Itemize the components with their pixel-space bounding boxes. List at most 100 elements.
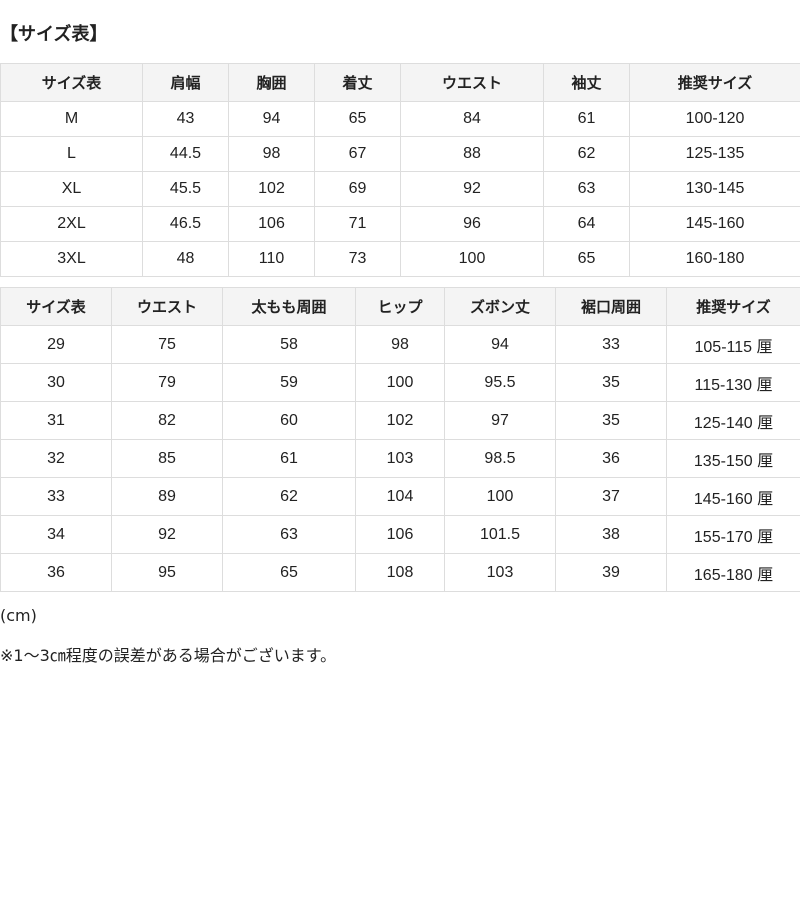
table-cell: 97 [444, 401, 556, 440]
table-row: 2XL 46.5 106 71 96 64 145-160 [0, 206, 800, 242]
table-cell: 39 [555, 553, 667, 592]
table-cell: L [0, 136, 143, 172]
table-cell: 98.5 [444, 439, 556, 478]
table-cell: 33 [0, 477, 112, 516]
unit-label: (cm) [0, 606, 37, 625]
table-cell: 104 [355, 477, 445, 516]
column-header: ズボン丈 [444, 287, 556, 326]
table-cell: 102 [228, 171, 315, 207]
table-cell: 95 [111, 553, 223, 592]
table-row: 3XL 48 110 73 100 65 160-180 [0, 241, 800, 277]
table-cell: 98 [355, 325, 445, 364]
table-cell: 61 [222, 439, 356, 478]
table-cell: 71 [314, 206, 401, 242]
table-cell: 59 [222, 363, 356, 402]
table-cell: 44.5 [142, 136, 229, 172]
table-cell: 34 [0, 515, 112, 554]
column-header: 裾口周囲 [555, 287, 667, 326]
table-cell: 89 [111, 477, 223, 516]
table-row: M 43 94 65 84 61 100-120 [0, 101, 800, 137]
table-row: 31 82 60 102 97 35 125-140 厘 [0, 401, 800, 440]
column-header: 太もも周囲 [222, 287, 356, 326]
table-cell: 67 [314, 136, 401, 172]
table-cell: 3XL [0, 241, 143, 277]
table-cell: 30 [0, 363, 112, 402]
table-cell: 135-150 厘 [666, 439, 800, 478]
table-cell: 88 [400, 136, 544, 172]
table-cell: 65 [543, 241, 630, 277]
table-cell: 106 [228, 206, 315, 242]
table-cell: 35 [555, 401, 667, 440]
table-cell: 115-130 厘 [666, 363, 800, 402]
table-cell: 106 [355, 515, 445, 554]
table-cell: 79 [111, 363, 223, 402]
table-cell: 65 [222, 553, 356, 592]
table-cell: 32 [0, 439, 112, 478]
column-header: ウエスト [400, 63, 544, 102]
table-cell: 37 [555, 477, 667, 516]
table-cell: 46.5 [142, 206, 229, 242]
table-cell: 155-170 厘 [666, 515, 800, 554]
table-cell: 100 [444, 477, 556, 516]
table-cell: 92 [111, 515, 223, 554]
table-cell: 64 [543, 206, 630, 242]
footnote: ※1～3㎝程度の誤差がある場合がございます。 [0, 646, 337, 665]
table-cell: 85 [111, 439, 223, 478]
table-row: 33 89 62 104 100 37 145-160 厘 [0, 477, 800, 516]
table-cell: 108 [355, 553, 445, 592]
table-cell: 63 [543, 171, 630, 207]
table-cell: 2XL [0, 206, 143, 242]
table-cell: XL [0, 171, 143, 207]
table-cell: 105-115 厘 [666, 325, 800, 364]
table-cell: 36 [0, 553, 112, 592]
table-cell: M [0, 101, 143, 137]
table-cell: 82 [111, 401, 223, 440]
table-cell: 145-160 [629, 206, 800, 242]
table-cell: 73 [314, 241, 401, 277]
table-row: 30 79 59 100 95.5 35 115-130 厘 [0, 363, 800, 402]
table-row: 29 75 58 98 94 33 105-115 厘 [0, 325, 800, 364]
table-cell: 29 [0, 325, 112, 364]
table-cell: 110 [228, 241, 315, 277]
table-cell: 45.5 [142, 171, 229, 207]
table-cell: 102 [355, 401, 445, 440]
size-table-tops: サイズ表 肩幅 胸囲 着丈 ウエスト 袖丈 推奨サイズ M 43 94 65 84 61 100-120… [0, 63, 800, 277]
table-cell: 60 [222, 401, 356, 440]
table-cell: 75 [111, 325, 223, 364]
table-cell: 96 [400, 206, 544, 242]
column-header: 推奨サイズ [629, 63, 800, 102]
table-cell: 94 [444, 325, 556, 364]
page-title: 【サイズ表】 [0, 24, 108, 45]
table-row: L 44.5 98 67 88 62 125-135 [0, 136, 800, 172]
table-cell: 103 [444, 553, 556, 592]
table-cell: 61 [543, 101, 630, 137]
table-cell: 43 [142, 101, 229, 137]
table-row: 32 85 61 103 98.5 36 135-150 厘 [0, 439, 800, 478]
table-cell: 103 [355, 439, 445, 478]
table-cell: 101.5 [444, 515, 556, 554]
table-cell: 65 [314, 101, 401, 137]
table-cell: 125-140 厘 [666, 401, 800, 440]
column-header: 肩幅 [142, 63, 229, 102]
table-cell: 36 [555, 439, 667, 478]
table-cell: 33 [555, 325, 667, 364]
column-header: 着丈 [314, 63, 401, 102]
column-header: ヒップ [355, 287, 445, 326]
table-cell: 160-180 [629, 241, 800, 277]
table-cell: 125-135 [629, 136, 800, 172]
table-cell: 98 [228, 136, 315, 172]
table-cell: 100-120 [629, 101, 800, 137]
table-row: 36 95 65 108 103 39 165-180 厘 [0, 553, 800, 592]
table-row: 34 92 63 106 101.5 38 155-170 厘 [0, 515, 800, 554]
column-header: 胸囲 [228, 63, 315, 102]
table-cell: 38 [555, 515, 667, 554]
column-header: サイズ表 [0, 287, 112, 326]
table-cell: 58 [222, 325, 356, 364]
table-header-row: サイズ表 肩幅 胸囲 着丈 ウエスト 袖丈 推奨サイズ [0, 63, 800, 102]
column-header: サイズ表 [0, 63, 143, 102]
column-header: 袖丈 [543, 63, 630, 102]
table-cell: 130-145 [629, 171, 800, 207]
table-cell: 92 [400, 171, 544, 207]
table-cell: 62 [222, 477, 356, 516]
column-header: 推奨サイズ [666, 287, 800, 326]
